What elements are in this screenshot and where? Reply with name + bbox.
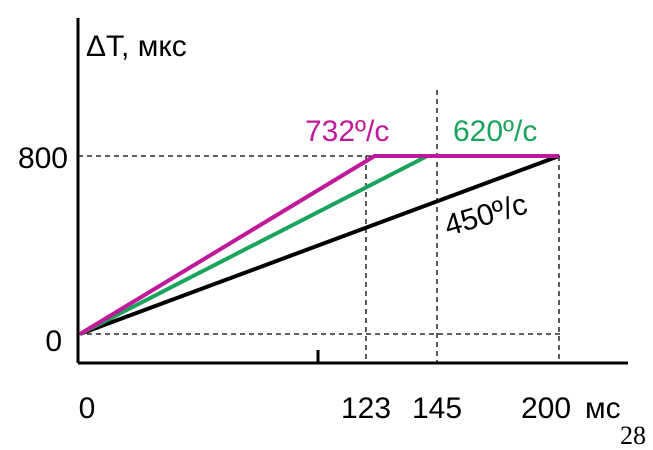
series-label-620: 620º/с (453, 115, 537, 148)
x-tick-label-145: 145 (412, 392, 462, 425)
y-tick-label-0: 0 (45, 325, 62, 358)
x-tick-label-123: 123 (341, 392, 391, 425)
y-tick-label-800: 800 (18, 142, 68, 175)
x-tick-label-200: 200 (521, 392, 571, 425)
series-line-0 (78, 154, 559, 336)
y-axis-label: ΔT, мкс (86, 30, 187, 63)
page-number: 28 (620, 421, 646, 450)
series-label-732: 732º/с (305, 115, 389, 148)
series-layer (78, 154, 560, 336)
x-axis-label: мс (585, 392, 621, 425)
series-line-2 (79, 154, 560, 336)
guide-lines (78, 90, 560, 363)
x-tick-label-0: 0 (79, 392, 96, 425)
